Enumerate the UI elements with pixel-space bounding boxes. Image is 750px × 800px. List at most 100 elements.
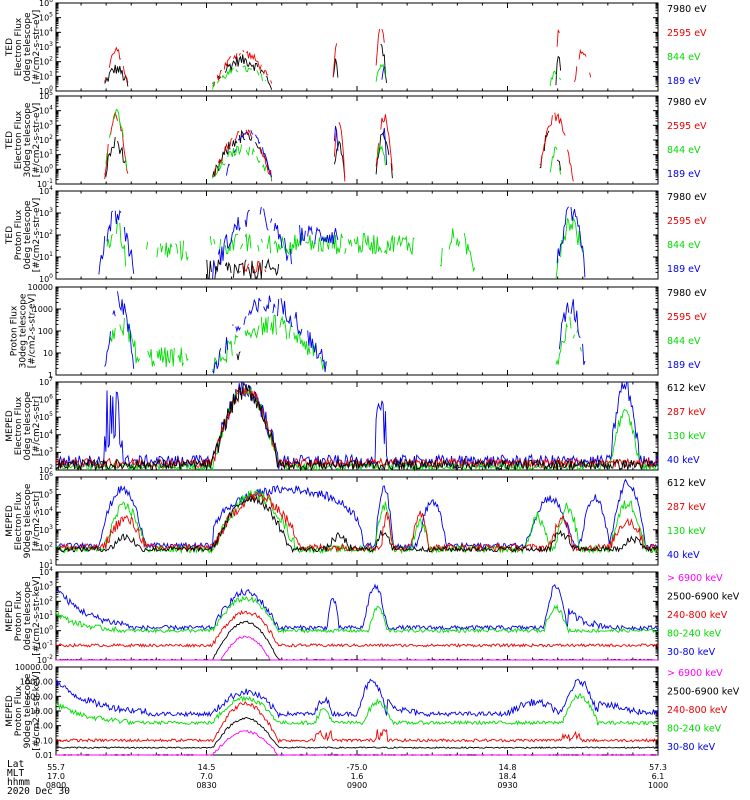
legend-entry: 80-240 keV [667,724,722,735]
y-tick-label: 102 [39,595,53,606]
y-axis-label-line: TED [5,38,15,57]
y-tick-label: 104 [39,185,53,196]
y-axis-label-line: Proton Flux [14,590,24,641]
panel-4: 1 10 100 1000 10000 Proton Flux 30deg telescop… [10,283,708,380]
y-tick-label: 103 [39,207,53,218]
y-tick-label: 105 [39,489,53,500]
series-black-line [104,129,562,179]
x-axis-date: 2020 Dec 30 [7,786,70,797]
legend-entry: 2595 eV [667,28,707,39]
panel-frame [55,95,659,185]
x-axis-row-hhmm-label: hhmm [7,777,30,788]
panel-frame [55,571,659,661]
y-tick-label: 106 [39,471,53,482]
y-tick-label: 105 [39,12,53,23]
legend-entry: 189 eV [667,169,701,180]
legend-entry: 80-240 keV [667,629,722,640]
y-axis-label-line: [#/cm2-s-str-keV] [32,671,42,750]
y-tick-label: 100 [39,273,53,284]
y-tick-label: 103 [39,524,53,535]
series-black-line [236,351,241,361]
legend-entry: 189 eV [667,76,701,87]
legend-entry: > 6900 keV [667,668,723,679]
y-tick-label: 100 [39,85,53,96]
y-tick-label: 101 [39,149,53,160]
y-axis-label-line: Proton Flux [10,305,20,356]
y-tick-label: 10-1 [37,639,53,650]
y-axis-label-line: Proton Flux [14,209,24,260]
y-tick-label: 105 [39,411,53,422]
x-axis-hhmm-value: 0930 [497,781,517,790]
y-tick-label: 1000.00 [20,678,53,687]
y-axis-label-line: MEPED [5,410,15,442]
y-axis-label-line: MEPED [5,695,15,727]
y-axis-label-line: 0deg telescope [23,581,33,651]
y-tick-label: 0.01 [35,751,53,760]
y-tick-label: 104 [39,506,53,517]
y-tick-label: 10-1 [37,178,53,189]
legend-entry: 130 keV [667,526,706,537]
series-magenta-line [56,635,658,661]
legend-entry: 612 keV [667,383,706,394]
legend-entry: 30-80 keV [667,647,716,658]
series-blue-line [104,291,586,375]
y-axis-label-line: [#/cm2-s-str-eV] [32,198,42,273]
y-tick-label: 101 [39,251,53,262]
y-tick-label: 10-2 [37,654,53,665]
series-red-line [55,700,659,744]
legend-entry: 7980 eV [667,288,707,299]
legend-entry: 2595 eV [667,312,707,323]
legend-entry: 2595 eV [667,121,707,132]
y-tick-label: 10.00 [30,707,53,716]
series-green-line [55,692,659,726]
panel-frame [55,286,659,376]
y-axis-label-line: [#/cm2-s-str-eV] [32,103,42,178]
series-black-line [55,382,659,472]
x-axis-mlt-value: 7.0 [200,772,213,781]
panel-3: 100 101 102 103 104 TED Proton Flux 0deg telesc… [5,185,707,284]
legend-entry: 189 eV [667,264,701,275]
legend-entry: 844 eV [667,336,701,347]
y-axis-label-line: [#/cm2-s-str-eV] [28,294,38,369]
x-axis-mlt-value: 17.0 [47,772,65,781]
y-tick-label: 103 [39,581,53,592]
x-axis-lat-value: 14.5 [198,763,216,772]
series-red-line [238,261,267,274]
y-tick-label: 102 [39,56,53,67]
legend-entry: > 6900 keV [667,573,723,584]
x-axis-row-mlt-label: MLT [7,768,25,779]
y-tick-label: 100.00 [25,692,53,701]
series-blue-line [55,478,659,550]
y-tick-label: 100 [39,625,53,636]
legend-entry: 844 eV [667,145,701,156]
y-tick-label: 10000 [28,283,53,292]
series-blue-line [98,206,586,280]
y-tick-label: 106 [39,0,53,8]
series-red-line [55,610,659,648]
y-tick-label: 104 [39,26,53,37]
legend-entry: 844 eV [667,240,701,251]
y-tick-label: 104 [39,105,53,116]
y-tick-label: 101 [39,70,53,81]
series-blue-line [226,125,388,177]
panel-frame [55,190,659,280]
y-tick-label: 10000.00 [15,663,53,672]
series-blue-line [55,583,659,632]
y-tick-label: 0.10 [35,736,53,745]
series-black-line [206,258,280,280]
series-blue-line [55,678,659,719]
x-axis-lat-value: 57.3 [649,763,667,772]
x-axis-mlt-value: 6.1 [652,772,665,781]
x-axis-hhmm-value: 0900 [347,781,367,790]
panel-8: 0.01 0.10 1.00 10.00 100.00 1000.00 10000.00 ME… [5,663,740,760]
legend-entry: 7980 eV [667,4,707,15]
x-axis-hhmm-value: 1000 [648,781,668,790]
y-tick-label: 10 [43,349,53,358]
series-green-line [55,489,659,555]
y-tick-label: 104 [39,429,53,440]
x-axis-lat-value: 14.8 [499,763,517,772]
panel-5: 102 103 104 105 106 107 MEPED Electron Flux 0deg… [5,376,706,475]
y-axis-label-line: TED [5,226,15,245]
x-axis-hhmm-value: 0830 [196,781,216,790]
